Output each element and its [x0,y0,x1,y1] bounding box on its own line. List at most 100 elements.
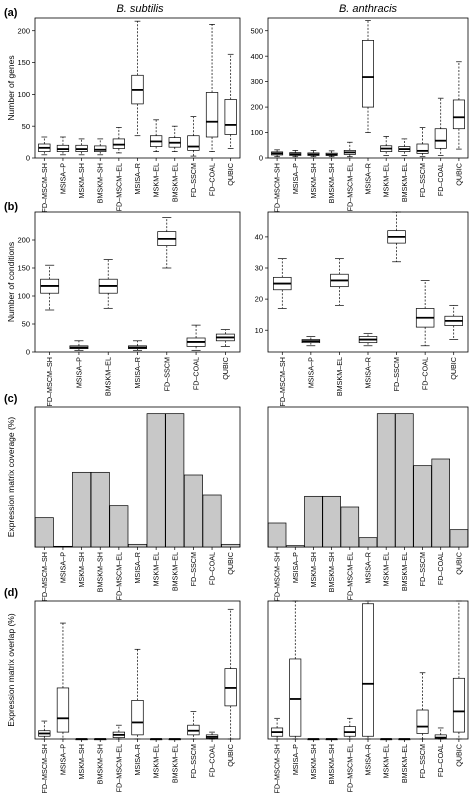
bar [90,471,110,548]
category-label: BMSKM–SH [327,552,336,592]
bar [413,465,432,548]
category-label: BMSKM–SH [96,163,105,203]
category-label: MSKM–EL [152,163,161,197]
y-tick-label: 150 [17,264,30,273]
box-plot-item [452,600,465,740]
category-label: MSISA–P [58,163,67,194]
category-label: MSKM–SH [309,552,318,588]
y-axis-label: Number of genes [6,55,16,120]
panel-label-d: (d) [4,587,18,599]
chart-panel-6: Expression matrix overlap (%) FD–MSCM–SH M… [6,600,241,793]
y-tick-label: 100 [17,90,30,99]
box-plot-item [168,738,181,741]
chart-panel-3: 10 20 30 40 FD–MSCM–SH MSISA–P BMSKM–EL MSISA–R… [255,211,469,407]
bar [72,471,92,548]
box-plot-item [380,136,393,156]
box-plot-item [168,125,181,152]
bar [53,545,73,548]
box-plot-item [131,20,144,137]
category-label: FD–SSCM [189,744,198,778]
category-label: FD–MSCM–SH [278,357,287,407]
chart-panel-5: FD–MSCM–SH MSISA–P MSKM–SH BMSKM–SH FD–MSCM–… [267,406,469,602]
category-label: FD–COAL [436,552,445,585]
category-label: MSISA–R [133,357,142,389]
y-tick-label: 10 [255,326,263,335]
box-plot-item [289,150,302,158]
y-tick-label: 0 [26,154,30,163]
bar [340,506,360,548]
y-axis-label: Expression matrix coverage (%) [6,417,16,538]
bar [431,458,450,548]
y-tick-label: 300 [250,77,263,86]
category-label: FD–MSCM–SH [40,163,49,213]
box [362,603,374,737]
category-label: BMSKM–SH [327,163,336,203]
category-label: QUBIC [226,552,235,575]
category-label: FD–MSCM–EL [114,552,123,600]
box-plot-item [452,61,465,150]
box [112,138,125,149]
bar [267,522,287,548]
y-tick-label: 0 [259,154,263,163]
category-label: BMSKM–EL [170,163,179,202]
column-title-b-anthracis: B. anthracis [339,3,398,15]
category-label: MSISA–P [306,357,315,388]
category-label: MSISA–R [133,163,142,195]
box-plot-item [380,738,393,741]
bar [376,413,396,548]
box-plot-item [416,672,429,740]
y-tick-label: 150 [17,58,30,67]
box-plot-item [273,258,292,309]
y-tick-label: 30 [255,264,263,273]
category-label: MSKM–SH [77,552,86,588]
box-plot-item [330,258,349,306]
category-label: QUBIC [226,163,235,186]
panel-label-c: (c) [4,393,18,405]
y-tick-label: 100 [250,128,263,137]
category-label: FD–COAL [208,552,217,585]
category-label: FD–COAL [421,357,430,390]
y-tick-label: 0 [26,348,30,357]
category-label: FD–SSCM [189,163,198,197]
bar [286,545,305,548]
category-label: MSISA–R [364,163,373,195]
panel-label-a: (a) [4,7,18,19]
category-label: MSISA–R [364,744,373,776]
box-plot-item [187,116,200,157]
box-plot-item [387,211,406,263]
chart-panel-0: 0 50 100 150 200 Number of genes FD–MSCM–SH MSI… [6,17,241,213]
category-label: MSKM–EL [152,552,161,586]
category-label: FD–MSCM–SH [40,552,49,602]
category-label: FD–COAL [208,744,217,777]
box-plot-item [205,731,219,740]
category-label: MSISA–P [58,552,67,583]
category-label: MSISA–R [364,552,373,584]
category-label: QUBIC [454,163,463,186]
box-plot-item [325,150,338,158]
box-plot-item [215,329,235,347]
y-tick-label: 200 [250,103,263,112]
y-axis-label: Expression matrix overlap (%) [6,613,16,727]
category-label: QUBIC [449,357,458,380]
box [434,128,447,149]
category-label: FD–MSCM–SH [45,357,54,407]
bar [146,413,166,548]
bar [395,413,414,548]
box [187,135,200,151]
bar [322,495,341,548]
box-plot-item [75,138,88,156]
category-label: FD–COAL [436,744,445,777]
plot-frame [34,211,241,353]
box [416,709,429,734]
category-label: MSKM–SH [77,163,86,199]
box-plot-item [358,332,378,347]
box-plot-item [186,324,206,351]
box-plot-item [94,138,107,156]
category-label: FD–SSCM [189,552,198,586]
y-tick-label: 400 [250,52,263,61]
chart-panel-7: FD–MSCM–SH MSISA–P MSKM–SH BMSKM–SH FD–MSCM–… [267,600,469,793]
bar [221,543,241,548]
category-label: QUBIC [454,744,463,767]
box [289,658,302,737]
